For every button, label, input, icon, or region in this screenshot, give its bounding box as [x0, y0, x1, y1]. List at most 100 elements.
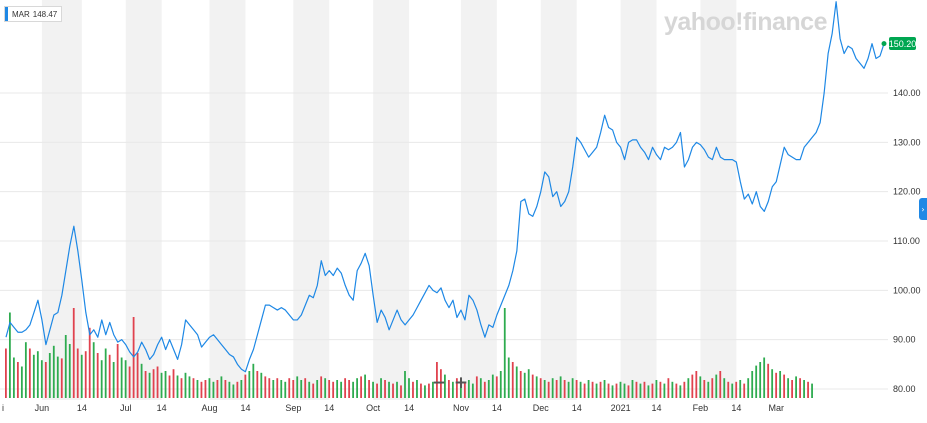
- volume-bar: [771, 369, 774, 398]
- volume-bar: [499, 371, 502, 398]
- x-tick-label: 14: [572, 403, 582, 413]
- volume-bar: [523, 372, 526, 398]
- volume-bar: [543, 380, 546, 398]
- volume-bar: [212, 381, 215, 398]
- x-tick-label: Oct: [366, 403, 381, 413]
- volume-bar: [324, 378, 327, 398]
- volume-bar: [372, 381, 374, 398]
- volume-bar: [575, 380, 578, 398]
- volume-bar: [332, 381, 335, 398]
- volume-bar: [459, 380, 462, 398]
- x-tick-label: i: [2, 403, 4, 413]
- volume-bar: [655, 380, 658, 398]
- volume-bar: [679, 385, 682, 398]
- volume-bar: [220, 376, 223, 398]
- volume-bar: [663, 383, 666, 398]
- volume-bar: [80, 354, 83, 398]
- volume-bar: [547, 381, 550, 398]
- volume-bar: [451, 381, 454, 398]
- x-tick-label: 14: [404, 403, 414, 413]
- volume-bar: [112, 362, 115, 398]
- x-axis-tick-labels: i Jun 14 Jul 14 Aug 14 Sep 14 Oct 14 Nov 14 Dec 14 2021…: [2, 403, 784, 413]
- volume-bar: [599, 381, 602, 398]
- volume-bar: [795, 376, 797, 398]
- volume-bar: [8, 312, 11, 398]
- volume-bar: [739, 380, 742, 398]
- volume-bar: [428, 383, 430, 398]
- y-tick-label: 140.00: [893, 88, 921, 98]
- volume-bar: [751, 371, 754, 398]
- zoom-in-button[interactable]: +: [453, 373, 469, 393]
- volume-bar: [420, 383, 422, 398]
- volume-bar: [424, 385, 426, 398]
- x-tick-label: 14: [731, 403, 741, 413]
- volume-bar: [32, 354, 35, 398]
- volume-bar: [611, 385, 614, 398]
- yahoo-finance-logo: yahoo!finance: [664, 8, 827, 36]
- x-tick-label: 14: [652, 403, 662, 413]
- volume-bar: [176, 375, 179, 398]
- volume-bar: [807, 381, 809, 398]
- month-bands: [41, 0, 737, 400]
- volume-bar: [72, 308, 75, 398]
- volume-bar: [152, 369, 155, 398]
- volume-bar: [384, 380, 386, 398]
- volume-bar: [703, 380, 706, 398]
- volume-bar: [204, 380, 207, 398]
- volume-bar: [316, 380, 319, 398]
- volume-bar: [567, 381, 570, 398]
- volume-bar: [759, 362, 762, 398]
- y-tick-label: 110.00: [893, 236, 920, 246]
- volume-bar: [779, 371, 782, 398]
- volume-bar: [260, 372, 263, 398]
- volume-bar: [579, 381, 582, 398]
- volume-bar: [400, 385, 402, 398]
- volume-bar: [272, 380, 275, 398]
- legend[interactable]: MAR 148.47: [4, 6, 63, 22]
- volume-bar: [675, 383, 678, 398]
- volume-bar: [164, 371, 167, 398]
- volume-bar: [471, 383, 474, 398]
- x-tick-label: 14: [77, 403, 87, 413]
- y-tick-label: 100.00: [893, 285, 921, 295]
- volume-bar: [467, 380, 470, 398]
- volume-bar: [659, 381, 662, 398]
- volume-bar: [559, 376, 562, 398]
- volume-bar: [671, 381, 674, 398]
- volume-bar: [643, 381, 646, 398]
- volume-bar: [216, 380, 219, 398]
- volume-bar: [711, 378, 714, 398]
- last-price-marker: [881, 41, 887, 47]
- volume-bar: [635, 381, 638, 398]
- volume-bar: [615, 383, 618, 398]
- volume-bar: [699, 376, 702, 398]
- volume-bar: [719, 371, 722, 398]
- volume-bar: [5, 348, 7, 398]
- volume-bar: [388, 381, 390, 398]
- volume-bar: [587, 380, 590, 398]
- volume-bar: [791, 380, 794, 398]
- legend-symbol: MAR: [12, 9, 30, 19]
- volume-bar: [479, 378, 482, 398]
- volume-bar: [344, 378, 347, 398]
- x-tick-label: Sep: [285, 403, 301, 413]
- volume-bar: [168, 375, 171, 398]
- volume-bar: [188, 376, 191, 398]
- month-band: [293, 0, 330, 400]
- volume-bar: [551, 378, 554, 398]
- volume-bar: [571, 378, 574, 398]
- volume-bar: [743, 383, 746, 398]
- volume-bar: [96, 353, 99, 398]
- volume-bar: [352, 381, 355, 398]
- volume-bar: [440, 369, 442, 398]
- zoom-out-button[interactable]: −: [431, 373, 447, 393]
- expand-panel-button[interactable]: ›: [919, 198, 927, 220]
- x-tick-label: Nov: [453, 403, 470, 413]
- volume-bar: [300, 380, 303, 398]
- volume-bar: [192, 378, 195, 398]
- volume-bar: [56, 356, 59, 398]
- y-axis-tick-labels: 80.00 90.00 100.00 110.00 120.00 130.00 140.00: [893, 88, 921, 394]
- volume-bar: [511, 362, 514, 398]
- volume-bar: [172, 369, 175, 398]
